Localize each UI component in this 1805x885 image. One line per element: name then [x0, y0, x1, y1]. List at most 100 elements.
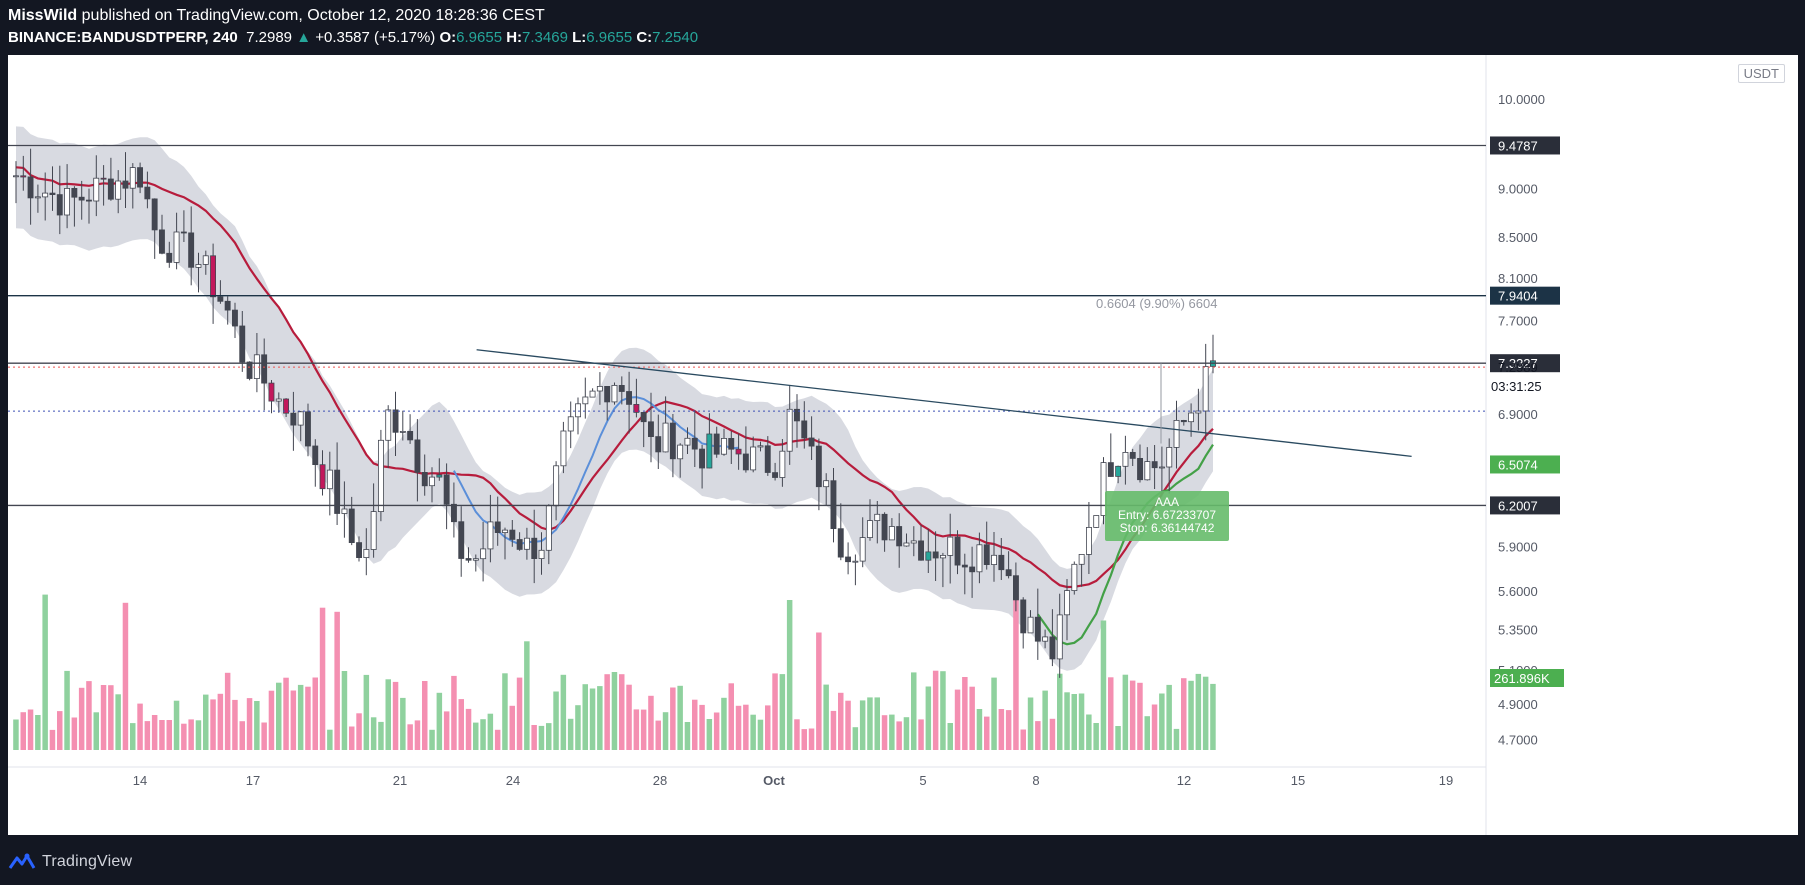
chart-area[interactable]: 0.6604 (9.90%) 6604 AAA Entry: 6.67233707 S…: [8, 55, 1798, 835]
candle-body: [49, 192, 56, 196]
volume-bar: [772, 673, 778, 750]
volume-bar: [341, 671, 348, 750]
volume-bar: [312, 677, 318, 750]
candle-body: [538, 549, 545, 559]
volume-bar: [71, 717, 78, 750]
candle-body: [684, 437, 691, 446]
x-tick-label: 12: [1177, 773, 1191, 788]
volume-bar: [122, 602, 129, 750]
candle-body: [421, 471, 428, 487]
volume-bar: [1042, 690, 1048, 750]
volume-bar: [42, 594, 48, 750]
candle-body: [107, 178, 114, 200]
currency-badge[interactable]: USDT: [1737, 64, 1785, 83]
candle-body: [1093, 515, 1100, 528]
candle-body: [1034, 616, 1041, 642]
candle-body: [385, 409, 392, 441]
x-tick-label: 15: [1291, 773, 1305, 788]
candle-body: [210, 255, 216, 298]
volume-bar: [268, 690, 275, 750]
x-tick-label: 21: [393, 773, 407, 788]
volume-bar: [779, 674, 786, 750]
volume-bar: [392, 681, 399, 750]
candle-body: [443, 474, 450, 505]
candle-body: [27, 176, 34, 199]
volume-bar: [1166, 684, 1172, 750]
volume-bar: [319, 607, 326, 750]
volume-bar: [502, 673, 508, 750]
volume-bar: [1035, 721, 1041, 750]
candle-body: [545, 505, 552, 551]
volume-bar: [349, 726, 355, 750]
volume-bar: [1093, 723, 1099, 750]
candle-body: [874, 513, 881, 521]
candle-body: [1159, 466, 1165, 469]
candle-body: [115, 180, 122, 200]
candle-body: [42, 192, 49, 198]
candle-body: [290, 412, 297, 426]
candle-body: [34, 196, 41, 199]
candle-body: [516, 539, 523, 550]
volume-bar: [976, 709, 983, 750]
candle-body: [1173, 419, 1180, 448]
candle-body: [144, 186, 151, 200]
candle-body: [815, 445, 822, 488]
volume-bar: [859, 700, 866, 750]
volume-bar: [64, 670, 70, 750]
x-tick-label: 19: [1439, 773, 1453, 788]
candle-body: [458, 521, 465, 559]
publisher-name[interactable]: MissWild: [8, 7, 78, 24]
candle-body: [450, 503, 457, 523]
volume-bar: [465, 708, 472, 750]
trendline: [476, 349, 1412, 457]
volume-bar: [611, 672, 618, 750]
candle-body: [64, 187, 70, 216]
volume-bar: [991, 677, 997, 750]
moving-average-red: [15, 166, 1214, 589]
volume-bar: [217, 693, 224, 750]
candle-body: [567, 416, 574, 432]
candle-body: [553, 465, 560, 507]
volume-bar: [619, 674, 625, 750]
volume-bar: [356, 713, 362, 750]
candle-body: [1180, 419, 1187, 423]
volume-bar: [969, 686, 975, 750]
candle-body: [837, 528, 844, 558]
volume-bar: [1071, 694, 1077, 750]
candle-body: [918, 540, 924, 561]
candle-body: [173, 231, 180, 263]
volume-bar: [137, 703, 143, 750]
volume-bar: [998, 709, 1005, 750]
volume-bar: [297, 684, 304, 750]
moving-average-blue: [453, 396, 739, 546]
volume-bar: [947, 723, 953, 750]
volume-bar: [801, 729, 807, 750]
candle-body: [823, 480, 830, 488]
candle-body: [356, 542, 362, 559]
volume-bar: [874, 697, 880, 750]
candle-body: [224, 300, 231, 311]
volume-bar: [509, 705, 515, 750]
candle-body: [56, 194, 63, 216]
volume-bar: [546, 723, 552, 750]
candle-body: [283, 398, 289, 414]
candle-body: [1202, 366, 1209, 412]
candle-body: [786, 408, 793, 452]
tradingview-brand[interactable]: TradingView: [42, 853, 133, 870]
volume-bar: [984, 716, 990, 750]
candle-body: [1078, 553, 1085, 565]
candle-body: [78, 196, 85, 201]
volume-bar: [232, 699, 238, 750]
candle-body: [239, 325, 246, 363]
volume-bar: [575, 705, 581, 750]
volume-bar: [159, 720, 165, 750]
volume-bar: [400, 697, 406, 750]
volume-bar: [838, 692, 844, 750]
candle-body: [1151, 461, 1158, 469]
volume-bar: [1159, 693, 1165, 750]
candle-body: [932, 551, 939, 559]
symbol-name[interactable]: BINANCE:BANDUSDTPERP, 240: [8, 29, 238, 46]
candle-body: [575, 403, 581, 418]
volume-bar: [181, 723, 187, 750]
